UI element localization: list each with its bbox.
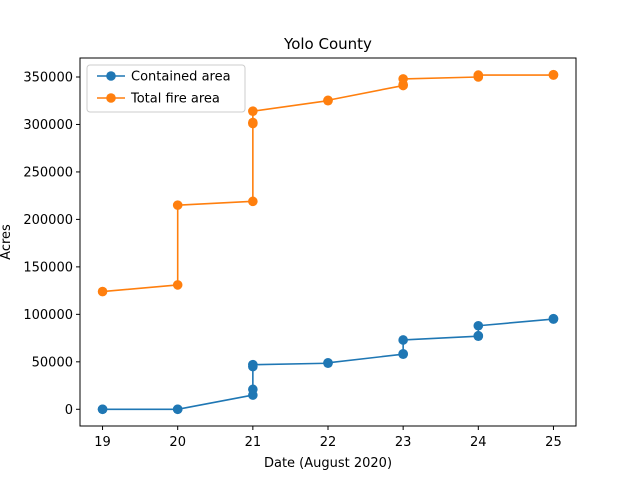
- data-point: [97, 286, 108, 297]
- data-point: [248, 117, 258, 128]
- legend-label: Total fire area: [130, 92, 220, 107]
- data-point: [172, 280, 183, 290]
- data-point: [248, 384, 258, 395]
- series-2: [97, 69, 559, 297]
- data-point: [172, 200, 183, 210]
- data-point: [248, 106, 258, 116]
- y-tick-label: 150000: [23, 260, 73, 275]
- data-point: [398, 74, 408, 84]
- y-tick-label: 50000: [32, 355, 73, 370]
- data-point: [473, 330, 484, 341]
- series-layer: [97, 69, 559, 415]
- x-axis-label: Date (August 2020): [264, 456, 392, 471]
- x-tick-label: 22: [320, 435, 337, 450]
- data-point: [323, 95, 333, 106]
- y-tick-label: 250000: [23, 165, 73, 180]
- x-tick-label: 20: [169, 435, 186, 450]
- y-axis: 0 50000 100000 150000 200000 250000 300000 3500…: [23, 70, 80, 418]
- x-axis: 19 20 21 22 23 24 25: [94, 426, 562, 450]
- y-tick-label: 200000: [23, 213, 73, 228]
- data-point: [97, 404, 108, 415]
- y-axis-label: Acres: [0, 224, 14, 260]
- data-point: [323, 357, 333, 368]
- x-tick-label: 23: [395, 435, 412, 450]
- plot-area: 19 20 21 22 23 24 25 0 50000 100000 150000 200000 2…: [23, 57, 577, 450]
- legend-box: [86, 64, 246, 113]
- y-tick-label: 0: [65, 403, 73, 418]
- x-tick-label: 25: [545, 435, 562, 450]
- data-point: [248, 359, 258, 370]
- y-tick-label: 100000: [23, 308, 73, 323]
- data-point: [398, 335, 408, 345]
- legend-marker: [106, 71, 116, 81]
- legend-marker: [106, 93, 116, 103]
- y-tick-label: 300000: [23, 118, 73, 133]
- data-point: [473, 320, 484, 331]
- x-tick-label: 24: [470, 435, 487, 450]
- x-tick-label: 21: [245, 435, 262, 450]
- data-point: [398, 348, 408, 359]
- data-point: [473, 70, 484, 80]
- chart-title: Yolo County: [283, 35, 372, 53]
- y-tick-label: 350000: [23, 70, 73, 85]
- data-point: [548, 69, 559, 80]
- legend-label: Contained area: [131, 70, 231, 85]
- data-point: [548, 313, 559, 324]
- series-1: [97, 313, 559, 415]
- legend: Contained area Total fire area: [86, 64, 246, 113]
- data-point: [248, 196, 258, 207]
- x-tick-label: 19: [94, 435, 111, 450]
- data-point: [172, 404, 183, 415]
